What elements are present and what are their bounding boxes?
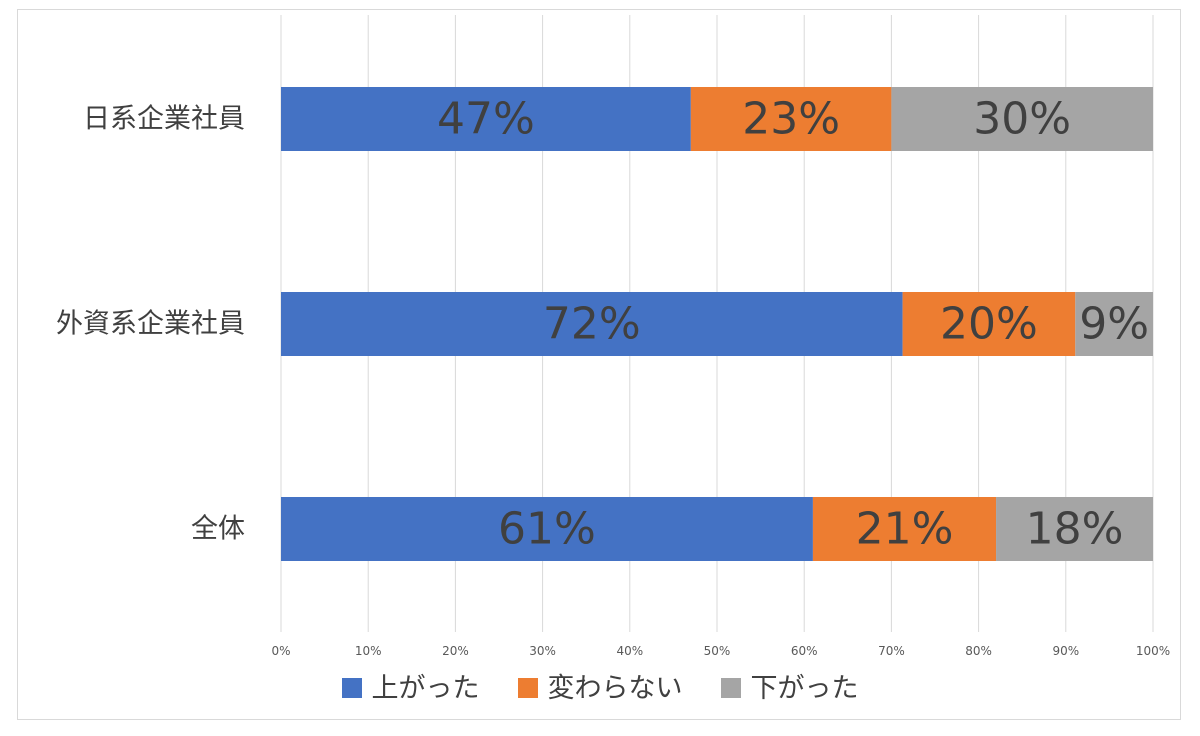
x-tick-label: 10% bbox=[355, 644, 382, 658]
x-tick-label: 90% bbox=[1052, 644, 1079, 658]
legend-label-down: 下がった bbox=[750, 672, 859, 704]
legend-item-down: 下がった bbox=[720, 672, 859, 704]
legend-label-unchanged: 変わらない bbox=[547, 672, 683, 704]
data-label: 47% bbox=[437, 94, 535, 145]
x-tick-label: 30% bbox=[529, 644, 556, 658]
data-label: 23% bbox=[742, 94, 840, 145]
bar-segment bbox=[281, 87, 691, 151]
bar-segment bbox=[891, 87, 1153, 151]
x-tick-label: 40% bbox=[616, 644, 643, 658]
data-label: 9% bbox=[1079, 299, 1149, 350]
x-tick-label: 60% bbox=[791, 644, 818, 658]
data-label: 30% bbox=[973, 94, 1071, 145]
legend-swatch-unchanged bbox=[517, 678, 538, 698]
x-tick-label: 0% bbox=[271, 644, 290, 658]
legend-item-unchanged: 変わらない bbox=[517, 672, 683, 704]
data-label: 61% bbox=[498, 504, 596, 555]
bar-segment bbox=[812, 497, 997, 561]
legend: 上がった 変わらない 下がった bbox=[0, 666, 1200, 710]
category-label: 日系企業社員 bbox=[83, 104, 245, 135]
bar-segment bbox=[281, 292, 903, 356]
category-label: 全体 bbox=[191, 514, 245, 545]
bar-segment bbox=[1075, 292, 1153, 356]
bar-segment bbox=[690, 87, 892, 151]
category-label: 外資系企業社員 bbox=[56, 309, 245, 340]
x-tick-label: 50% bbox=[704, 644, 731, 658]
data-label: 72% bbox=[543, 299, 641, 350]
bar-segment bbox=[902, 292, 1076, 356]
legend-item-up: 上がった bbox=[341, 672, 480, 704]
x-axis-tick-labels: 0% 10% 20% 30% 40% 50% 60% 70% 80% 90% 100% bbox=[271, 644, 1170, 658]
x-tick-label: 100% bbox=[1136, 644, 1170, 658]
data-label: 18% bbox=[1026, 504, 1124, 555]
legend-swatch-down bbox=[720, 678, 741, 698]
legend-swatch-up bbox=[341, 678, 362, 698]
legend-label-up: 上がった bbox=[371, 672, 480, 704]
x-tick-label: 70% bbox=[878, 644, 905, 658]
x-tick-label: 20% bbox=[442, 644, 469, 658]
bar-segment bbox=[281, 497, 813, 561]
data-label: 20% bbox=[940, 299, 1038, 350]
data-label: 21% bbox=[856, 504, 954, 555]
bar-segment bbox=[996, 497, 1153, 561]
x-tick-label: 80% bbox=[965, 644, 992, 658]
bars: 47% 23% 30% 72% 20% 9% 61% 21% 18% bbox=[281, 87, 1153, 561]
